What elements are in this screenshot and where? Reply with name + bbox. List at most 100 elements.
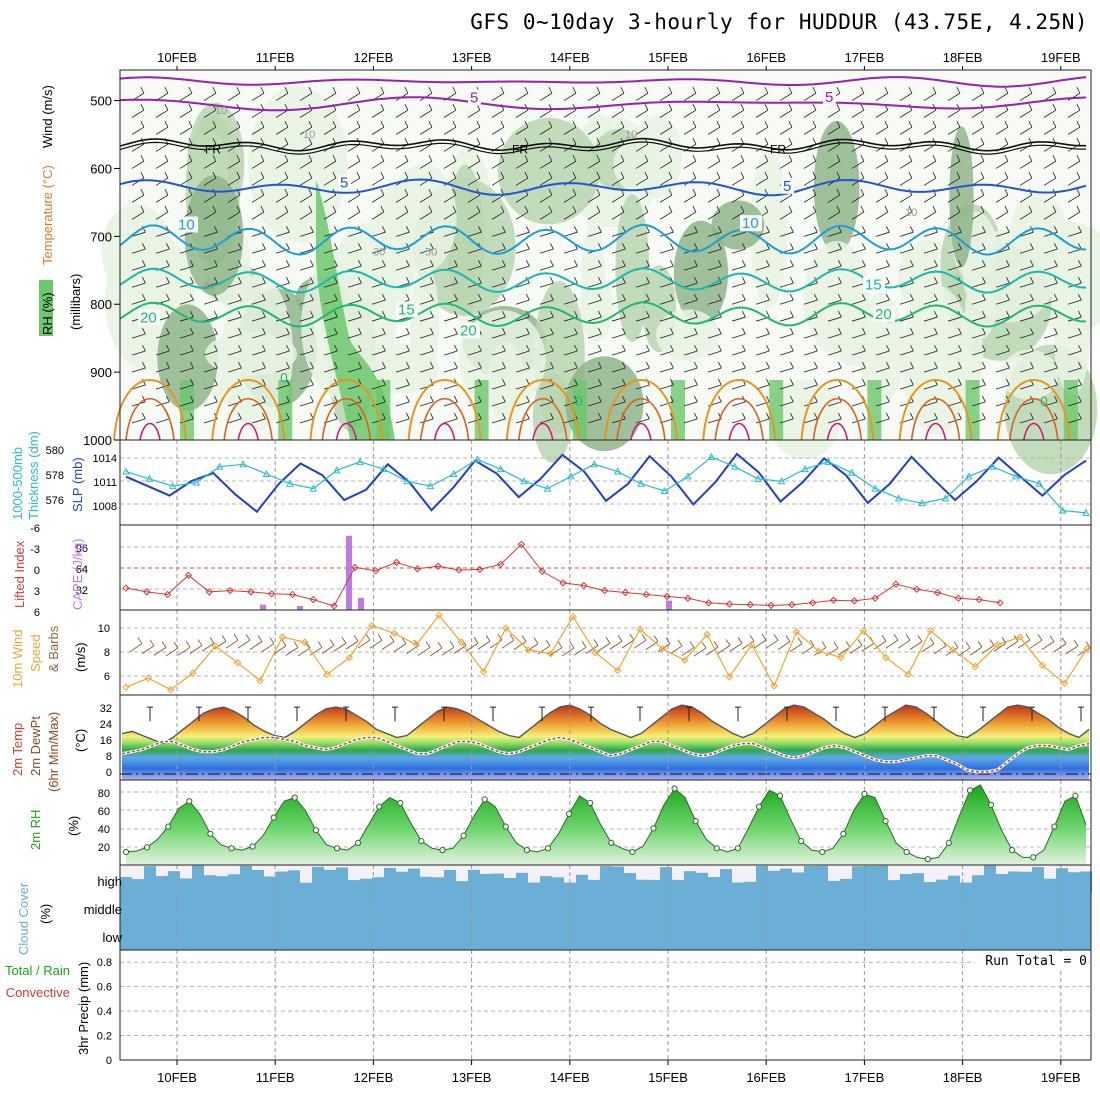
cloud-high-column [360, 878, 372, 893]
upper-wind-barb-flag [310, 276, 314, 284]
upper-wind-barb-flag [622, 293, 626, 301]
upper-wind-barb-flag [1078, 395, 1082, 403]
wind10m-barb-flag [197, 639, 203, 646]
upper-wind-barb [971, 92, 985, 101]
upper-wind-barb-flag [716, 205, 721, 213]
run-total-bg [975, 952, 1089, 968]
upper-wind-barb-flag [910, 327, 914, 335]
wind10m-barb-flag [365, 633, 371, 641]
upper-wind-barb [1019, 282, 1034, 288]
upper-wind-barb [347, 367, 362, 373]
upper-wind-barb [251, 367, 266, 373]
wind10m-barb-flag [593, 639, 599, 646]
cloud-layer-label: high [97, 874, 122, 889]
wind10m-barb [609, 640, 623, 650]
wind10m-barb-flag [449, 640, 455, 648]
upper-wind-barb [467, 316, 482, 322]
upper-wind-barb-flag [862, 226, 866, 233]
wind10m-barb [429, 647, 443, 657]
thickness-marker [262, 469, 271, 477]
upper-wind-barb [995, 160, 1009, 169]
upper-wind-barb [323, 333, 338, 339]
upper-wind-barb-flag [790, 226, 794, 233]
wind10m-barb [933, 645, 947, 655]
upper-wind-barb [299, 299, 314, 305]
upper-wind-barb [779, 92, 793, 101]
upper-wind-barb-flag [526, 361, 530, 369]
upper-wind-barb-flag [1076, 137, 1081, 145]
upper-wind-barb [1067, 231, 1082, 237]
contour-orange-inner [1009, 398, 1059, 441]
upper-wind-barb-flag [1006, 378, 1010, 386]
upper-wind-barb [659, 211, 673, 220]
label-rh: 30 [203, 282, 215, 294]
upper-wind-barb [491, 177, 505, 186]
upper-wind-barb [419, 194, 433, 203]
upper-wind-barb-flag [694, 412, 698, 420]
wind10m-barb [513, 641, 527, 650]
wind10m-barb [201, 642, 215, 652]
upper-wind-barb-flag [572, 171, 577, 179]
upper-wind-barb [275, 333, 290, 339]
upper-wind-barb [971, 126, 985, 135]
upper-wind-barb [803, 211, 817, 220]
pressure-label: 1000 [83, 433, 112, 448]
upper-wind-barb [587, 194, 601, 203]
thickness-marker [754, 474, 763, 482]
upper-wind-barb [443, 282, 458, 288]
upper-wind-barb-flag [1030, 327, 1034, 335]
upper-wind-barb [827, 126, 841, 135]
upper-wind-barb [683, 109, 697, 118]
upper-wind-barb [851, 265, 866, 271]
upper-wind-barb [1019, 160, 1033, 169]
thickness-marker [918, 499, 926, 507]
upper-wind-barb [683, 282, 698, 288]
upper-wind-barb [443, 211, 457, 220]
upper-wind-barb [1043, 109, 1057, 118]
li-tick: -6 [30, 523, 40, 535]
upper-wind-barb-flag [260, 171, 265, 179]
cloud-high-column [204, 875, 216, 893]
slp-line [125, 452, 1087, 514]
li-marker [933, 588, 942, 597]
wind10m-barb [969, 646, 983, 656]
wind10m-barb [597, 642, 611, 652]
upper-wind-barb-flag [166, 395, 170, 403]
thickness-marker [449, 469, 458, 477]
upper-wind-barb-flag [142, 293, 146, 301]
upper-wind-barb [419, 299, 434, 305]
upper-wind-barb-flag [740, 87, 745, 94]
upper-wind-barb [419, 350, 434, 356]
upper-wind-barb [395, 160, 409, 169]
upper-wind-barb [683, 194, 697, 203]
upper-wind-barb-flag [286, 226, 290, 233]
date-label-bottom: 11FEB [256, 1070, 295, 1085]
label-cyan-bg [740, 215, 762, 232]
upper-wind-barb-flag [1004, 171, 1009, 179]
upper-wind-barb [515, 350, 530, 356]
thickness-marker [1011, 472, 1020, 480]
upper-wind-barb [611, 299, 626, 305]
upper-wind-barb-flag [694, 293, 698, 301]
upper-wind-barb [443, 384, 458, 390]
label-rh: 10 [303, 129, 315, 141]
upper-wind-barb [323, 177, 337, 186]
upper-wind-barb-flag [478, 276, 482, 284]
cloud-high-column [960, 882, 972, 893]
cloud-high-column [1068, 872, 1080, 893]
upper-wind-barb-flag [166, 276, 170, 284]
upper-wind-barb [467, 401, 482, 407]
upper-wind-barb [203, 316, 218, 322]
upper-wind-barb [203, 282, 218, 288]
upper-wind-barb-flag [646, 293, 650, 301]
upper-wind-barb-flag [310, 344, 314, 352]
wind10m-marker [904, 670, 912, 679]
upper-wind-barb [659, 109, 673, 118]
date-label-bottom: 18FEB [943, 1070, 983, 1085]
upper-wind-barb [1067, 333, 1082, 339]
upper-wind-barb-flag [742, 310, 746, 318]
upper-wind-barb-flag [502, 293, 506, 301]
contour-orange-inner [518, 398, 568, 441]
upper-wind-barb [395, 211, 409, 220]
